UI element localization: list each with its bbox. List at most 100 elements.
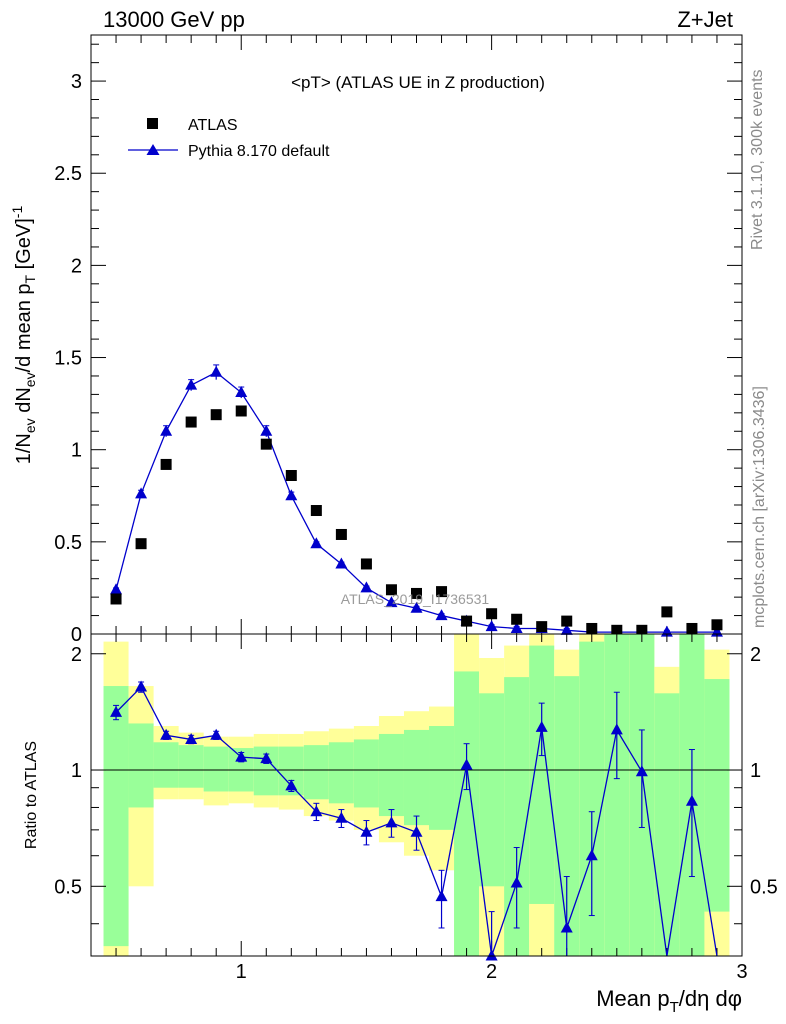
atlas-point [335, 528, 347, 540]
x-tick-label: 3 [736, 961, 747, 983]
uncertainty-band-green [704, 679, 730, 912]
y-tick-label: 1.5 [54, 348, 82, 370]
x-axis-label: Mean pT/dη dφ [596, 986, 742, 1016]
ratio-y-tick-label-right: 2 [750, 644, 761, 666]
header-right: Z+Jet [677, 7, 733, 32]
ratio-y-tick-label: 1 [71, 760, 82, 782]
pythia-point [185, 378, 198, 390]
ratio-point [610, 723, 623, 735]
uncertainty-band-green [429, 726, 455, 830]
atlas-point [536, 621, 548, 633]
ratio-point [510, 876, 523, 888]
y-tick-label: 0.5 [54, 532, 82, 554]
atlas-point [285, 469, 297, 481]
pythia-point [210, 365, 223, 377]
ratio-point [460, 758, 473, 770]
uncertainty-band-green [103, 686, 129, 947]
uncertainty-band-green [479, 693, 505, 887]
y-tick-label: 0 [71, 624, 82, 646]
uncertainty-band-green [178, 745, 204, 788]
legend-label-pythia: Pythia 8.170 default [188, 143, 330, 160]
pythia-point [235, 386, 248, 398]
ratio-point [485, 949, 498, 961]
uncertainty-band-green [328, 742, 354, 804]
watermark: ATLAS_2019_I1736531 [341, 591, 490, 607]
ratio-point [135, 680, 148, 692]
ratio-panel-content: 1 2 3 0.5 0.5 1 1 2 2 [54, 634, 778, 983]
y-tick-label: 2 [71, 255, 82, 277]
ratio-point [410, 825, 423, 837]
atlas-point [210, 409, 222, 421]
x-tick-label: 1 [236, 961, 247, 983]
ratio-y-axis-label: Ratio to ATLAS [23, 741, 40, 849]
pythia-point [485, 620, 498, 632]
ratio-point [335, 811, 348, 823]
atlas-point [411, 587, 422, 599]
main-y-axis-label: 1/Nev dNev/d mean pT [GeV]-1 [9, 206, 38, 465]
main-panel: 0 0.5 1 1.5 2 2.5 3 <pT> (ATLAS UE in Z produc… [9, 34, 743, 646]
ratio-y-tick-label-right: 1 [750, 760, 761, 782]
rivet-label: Rivet 3.1.10, 300k events [749, 69, 766, 250]
pythia-point [360, 581, 373, 593]
ratio-point [635, 765, 648, 777]
uncertainty-band-green [353, 739, 379, 808]
pythia-point [135, 487, 148, 499]
legend-label-atlas: ATLAS [188, 117, 238, 134]
ratio-point [185, 732, 198, 744]
uncertainty-band-green [604, 634, 630, 956]
ratio-point [560, 921, 573, 933]
plot-title: <pT> (ATLAS UE in Z production) [291, 73, 545, 92]
y-tick-label: 2.5 [54, 163, 82, 185]
atlas-point [586, 622, 598, 634]
mcplots-label: mcplots.cern.ch [arXiv:1306.3436] [751, 386, 768, 628]
ratio-point [360, 825, 373, 837]
legend-marker-atlas [147, 118, 158, 129]
uncertainty-band-green [128, 723, 154, 808]
uncertainty-band-green [303, 745, 329, 800]
atlas-point [711, 619, 723, 631]
atlas-point [461, 615, 473, 627]
atlas-point [636, 624, 648, 636]
legend: ATLAS Pythia 8.170 default [128, 117, 330, 160]
ratio-y-tick-label: 0.5 [54, 876, 82, 898]
ratio-point [110, 705, 123, 717]
legend-marker-pythia [146, 144, 160, 155]
main-panel-content: 0 0.5 1 1.5 2 2.5 3 [54, 35, 742, 646]
pythia-point [310, 537, 323, 549]
atlas-point [385, 584, 397, 596]
uncertainty-band-green [403, 729, 430, 826]
y-tick-label: 1 [71, 440, 82, 462]
ratio-point [285, 779, 298, 791]
atlas-point [110, 593, 122, 605]
pythia-point [335, 557, 348, 569]
atlas-point [360, 558, 372, 570]
ratio-panel: 1 2 3 0.5 0.5 1 1 2 2 Ratio to ATLAS Mean pT/dη … [23, 633, 778, 1016]
ratio-point [535, 720, 548, 732]
ratio-point [235, 750, 248, 762]
pythia-point [410, 601, 423, 613]
uncertainty-band-green [153, 742, 179, 788]
atlas-point [561, 615, 573, 627]
uncertainty-band-green [454, 671, 480, 956]
pythia-point [435, 609, 448, 621]
ratio-point [310, 805, 323, 817]
ratio-point [160, 728, 173, 740]
uncertainty-band-green [378, 733, 404, 817]
header-left: 13000 GeV pp [103, 7, 245, 32]
ratio-point [685, 794, 698, 806]
ratio-y-tick-label: 2 [71, 644, 82, 666]
x-tick-label: 2 [486, 961, 497, 983]
atlas-point [436, 586, 448, 598]
pythia-point [385, 596, 398, 608]
atlas-point [160, 458, 172, 470]
atlas-point [310, 505, 322, 517]
uncertainty-band-green [203, 746, 229, 792]
atlas-point [486, 608, 498, 620]
pythia-point [560, 623, 573, 635]
ratio-point [585, 849, 598, 861]
ratio-panel-frame [90, 633, 743, 957]
pythia-point [110, 583, 123, 595]
atlas-point [661, 606, 673, 618]
ratio-point [435, 890, 448, 902]
